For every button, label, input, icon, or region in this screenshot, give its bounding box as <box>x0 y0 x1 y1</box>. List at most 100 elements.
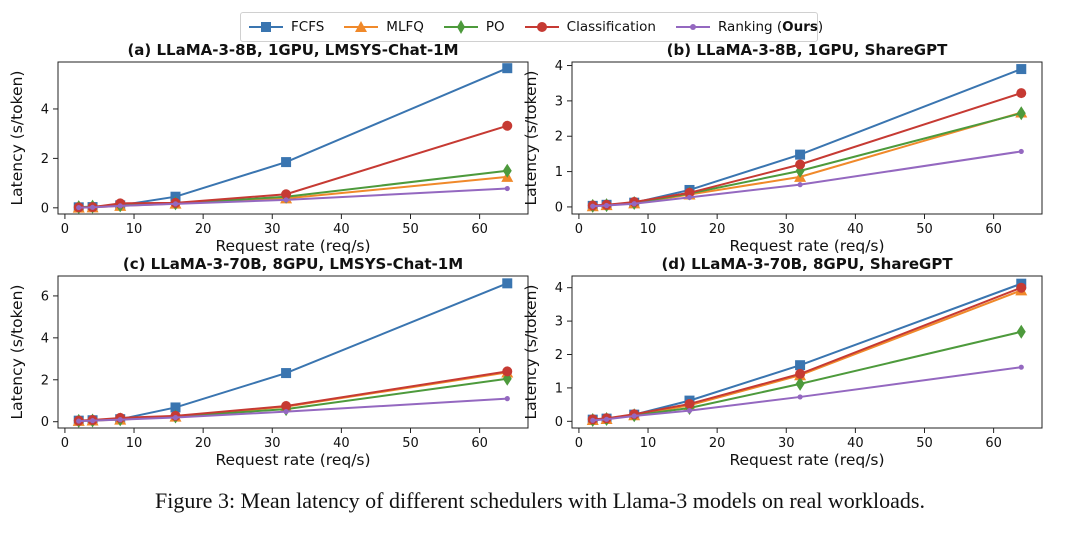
series-line-fcfs <box>592 282 1022 421</box>
charts-figure: (a) LLaMA-3-8B, 1GPU, LMSYS-Chat-1M0 10 20… <box>8 41 1043 469</box>
y-tick-label: 0 <box>555 200 563 215</box>
y-axis-label: Latency (s/token) <box>8 71 26 206</box>
legend-item-mlfq: MLFQ <box>344 19 424 35</box>
axes-frame <box>57 61 529 215</box>
x-tick-label: 60 <box>471 436 488 451</box>
data-point-fcfs <box>170 402 181 413</box>
y-tick-label: 2 <box>555 130 563 145</box>
chart-panel-3: (d) LLaMA-3-70B, 8GPU, ShareGPT 0 10 20 30 40… <box>522 255 1043 469</box>
series-line-fcfs <box>592 68 1022 207</box>
y-tick-label: 2 <box>41 373 49 388</box>
legend-label-fcfs: FCFS <box>291 19 325 35</box>
legend: FCFS MLFQ PO Classification Ranking (Our… <box>240 12 823 42</box>
x-tick-label: 60 <box>985 222 1002 237</box>
data-point-fcfs <box>1016 64 1027 75</box>
chart-title: (a) LLaMA-3-8B, 1GPU, LMSYS-Chat-1M <box>127 41 458 59</box>
x-axis-label: Request rate (req/s) <box>215 237 370 255</box>
data-point-ranking <box>797 394 803 400</box>
x-tick-label: 10 <box>126 436 143 451</box>
axes-frame <box>571 61 1043 215</box>
legend-marker-dot-icon <box>675 24 710 30</box>
y-tick-label: 6 <box>41 289 49 304</box>
chart-title: (d) LLaMA-3-70B, 8GPU, ShareGPT <box>661 255 953 273</box>
figure-caption: Figure 3: Mean latency of different sche… <box>155 488 925 513</box>
y-tick-label: 2 <box>555 348 563 363</box>
data-point-ranking <box>117 203 123 209</box>
data-point-ranking <box>504 396 510 402</box>
x-tick-label: 0 <box>575 436 583 451</box>
data-point-classification <box>281 189 292 200</box>
legend-label-classification: Classification <box>566 19 656 35</box>
data-point-classification <box>684 187 695 198</box>
data-point-ranking <box>1018 364 1024 370</box>
y-tick-label: 0 <box>41 415 49 430</box>
data-point-po <box>502 163 512 178</box>
x-tick-label: 0 <box>575 222 583 237</box>
y-tick-label: 4 <box>41 102 49 117</box>
y-tick-label: 4 <box>555 59 563 74</box>
x-tick-label: 40 <box>847 436 864 451</box>
x-tick-label: 10 <box>640 436 657 451</box>
legend-marker-triangle-icon <box>344 21 379 32</box>
legend-item-po: PO <box>443 19 505 35</box>
data-point-ranking <box>590 203 596 209</box>
legend-item-ranking: Ranking (Ours) <box>675 19 824 35</box>
series-line-mlfq <box>592 289 1022 421</box>
chart-panel-0: (a) LLaMA-3-8B, 1GPU, LMSYS-Chat-1M0 10 20… <box>8 41 529 255</box>
x-tick-label: 50 <box>402 222 419 237</box>
x-tick-label: 30 <box>778 222 795 237</box>
x-tick-label: 10 <box>126 222 143 237</box>
data-point-ranking <box>172 201 179 207</box>
x-tick-label: 50 <box>916 222 933 237</box>
series-line-fcfs <box>78 67 508 209</box>
legend-label-ranking: Ranking (Ours) <box>717 19 824 35</box>
x-tick-label: 10 <box>640 222 657 237</box>
x-tick-label: 40 <box>847 222 864 237</box>
legend-label-mlfq: MLFQ <box>386 19 424 35</box>
data-point-fcfs <box>281 157 292 168</box>
y-axis-label: Latency (s/token) <box>8 285 26 420</box>
data-point-classification <box>1016 88 1027 99</box>
x-tick-label: 0 <box>61 436 69 451</box>
y-tick-label: 2 <box>41 152 49 167</box>
series-line-classification <box>592 92 1022 207</box>
legend-marker-square-icon <box>249 22 283 32</box>
x-axis-label: Request rate (req/s) <box>729 237 884 255</box>
data-point-po <box>1016 106 1026 121</box>
legend-marker-diamond-icon <box>443 20 478 34</box>
data-point-ranking <box>686 408 693 414</box>
data-point-fcfs <box>795 360 806 371</box>
series-line-classification <box>78 370 508 422</box>
x-tick-label: 60 <box>471 222 488 237</box>
data-point-classification <box>502 366 513 377</box>
data-point-classification <box>281 400 292 411</box>
x-tick-label: 50 <box>916 436 933 451</box>
x-axis-label: Request rate (req/s) <box>729 451 884 469</box>
x-tick-label: 40 <box>333 436 350 451</box>
series-line-mlfq <box>592 111 1022 208</box>
data-point-ranking <box>283 409 289 415</box>
data-point-ranking <box>117 417 123 423</box>
data-point-ranking <box>686 194 693 200</box>
data-point-ranking <box>89 204 96 210</box>
data-point-ranking <box>504 185 510 192</box>
x-tick-label: 20 <box>195 436 212 451</box>
data-point-classification <box>502 120 513 131</box>
y-axis-label: Latency (s/token) <box>522 285 540 420</box>
data-point-ranking <box>89 418 96 424</box>
x-tick-label: 30 <box>264 222 281 237</box>
y-tick-label: 4 <box>41 331 49 346</box>
x-tick-label: 20 <box>709 222 726 237</box>
data-point-ranking <box>603 202 610 209</box>
data-point-po <box>1016 324 1026 339</box>
data-point-ranking <box>631 413 637 419</box>
data-point-fcfs <box>281 368 292 379</box>
data-point-fcfs <box>502 63 513 74</box>
y-tick-label: 1 <box>555 165 563 180</box>
x-tick-label: 40 <box>333 222 350 237</box>
x-tick-label: 30 <box>778 436 795 451</box>
x-tick-label: 20 <box>709 436 726 451</box>
x-tick-label: 0 <box>61 222 69 237</box>
chart-panel-2: (c) LLaMA-3-70B, 8GPU, LMSYS-Chat-1M 0 10 2… <box>8 255 529 469</box>
